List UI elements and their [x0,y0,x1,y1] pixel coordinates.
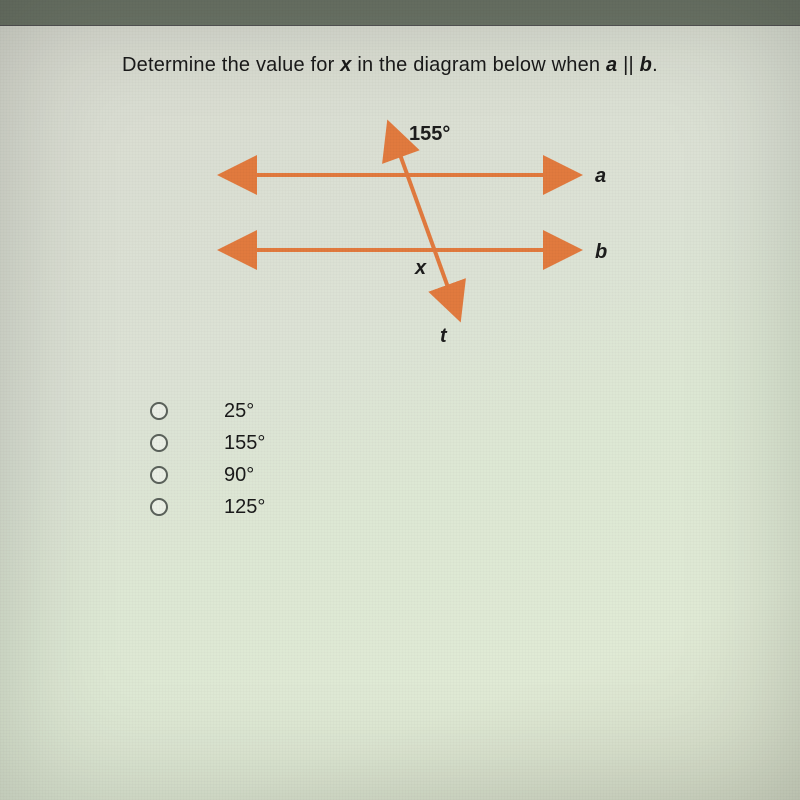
question-text: Determine the value for x in the diagram… [122,54,658,77]
option-text: 90° [224,464,254,487]
question-mid: in the diagram below when [352,54,606,76]
option-row[interactable]: 155° [150,427,265,459]
radio-icon[interactable] [150,434,168,452]
top-moire-bar [0,0,800,26]
radio-icon[interactable] [150,402,168,420]
option-row[interactable]: 25° [150,395,265,427]
geometry-diagram: 155° a b x t [195,115,615,345]
radio-icon[interactable] [150,498,168,516]
radio-icon[interactable] [150,466,168,484]
option-text: 125° [224,496,265,519]
label-a: a [595,165,606,188]
question-var-x: x [340,54,351,76]
label-b: b [595,241,607,264]
option-text: 155° [224,432,265,455]
question-bars: || [617,54,639,76]
question-suffix: . [652,54,658,76]
question-var-a: a [606,54,617,76]
option-row[interactable]: 125° [150,491,265,523]
line-t [390,127,458,315]
label-x: x [415,257,426,280]
diagram-svg [195,115,615,345]
answer-options: 25° 155° 90° 125° [150,395,265,523]
label-t: t [440,325,447,348]
option-row[interactable]: 90° [150,459,265,491]
question-prefix: Determine the value for [122,54,340,76]
angle-155-label: 155° [409,123,450,146]
question-var-b: b [640,54,652,76]
option-text: 25° [224,400,254,423]
